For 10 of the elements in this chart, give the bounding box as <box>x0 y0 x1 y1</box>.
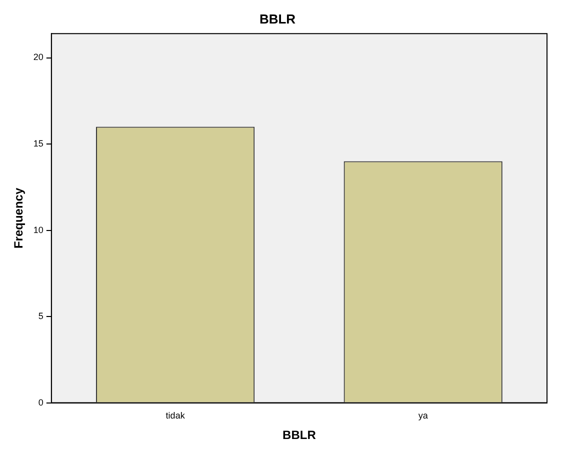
y-axis-title: Frequency <box>12 188 26 249</box>
chart-title: BBLR <box>259 11 296 26</box>
y-tick-label: 0 <box>38 397 44 408</box>
x-axis-title: BBLR <box>282 428 316 442</box>
x-tick-label: ya <box>418 410 428 421</box>
x-tick-label: tidak <box>166 410 186 421</box>
y-tick-label: 20 <box>33 52 44 62</box>
y-tick-label: 5 <box>38 311 44 322</box>
y-tick-label: 10 <box>33 224 44 235</box>
y-tick-label: 15 <box>33 138 44 148</box>
